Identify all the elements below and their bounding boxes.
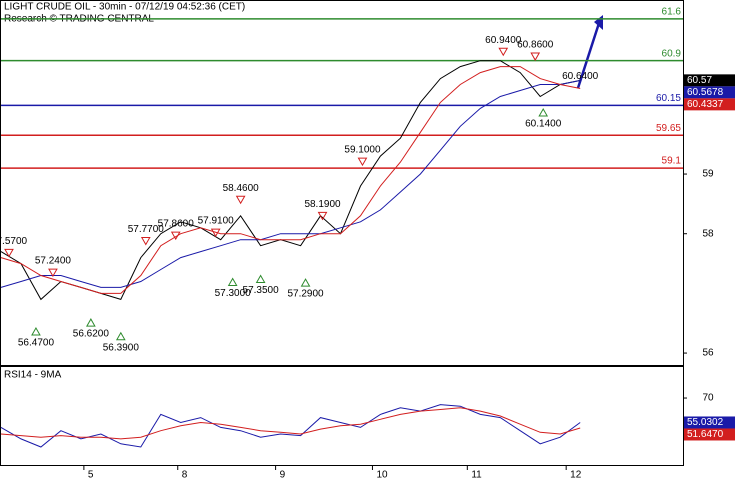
- high-marker: [530, 52, 541, 62]
- series-line: [0, 407, 581, 440]
- series-line: [0, 66, 581, 294]
- high-marker: [48, 268, 58, 278]
- high-label: 60.9400: [485, 35, 522, 46]
- low-label: 57.3000: [215, 288, 252, 299]
- high-label: 57.5700: [0, 236, 27, 247]
- low-marker: [227, 277, 238, 286]
- chart-title: LIGHT CRUDE OIL - 30min - 07/12/19 04:52…: [4, 2, 245, 13]
- high-marker: [235, 195, 246, 205]
- low-marker: [86, 318, 96, 327]
- level-label: 60.15: [656, 93, 681, 104]
- high-marker: [4, 248, 14, 258]
- low-label: 56.3900: [103, 342, 140, 353]
- forecast-arrow: [576, 19, 602, 89]
- low-marker: [300, 278, 311, 287]
- low-marker: [538, 108, 549, 117]
- last-value-tag: [684, 74, 735, 87]
- x-tick-label: 10: [376, 470, 388, 480]
- high-label: 58.4600: [223, 183, 260, 194]
- last-value-label: 60.57: [687, 75, 712, 86]
- high-marker: [357, 157, 368, 167]
- y-tick-label: 59: [702, 169, 714, 180]
- high-marker: [498, 47, 509, 57]
- high-label: 58.1900: [304, 199, 341, 210]
- low-marker: [115, 331, 126, 341]
- rsi-frame: [0, 366, 684, 466]
- low-marker: [31, 327, 41, 336]
- level-label: 60.9: [662, 48, 682, 59]
- y-tick-label: 56: [702, 348, 714, 359]
- x-tick-label: 8: [182, 470, 188, 480]
- high-label: 57.9100: [198, 216, 235, 227]
- series-line: [0, 80, 581, 288]
- high-label: 57.7700: [128, 224, 165, 235]
- high-marker: [317, 211, 328, 221]
- main-frame: [0, 0, 684, 366]
- last-value-label: 51.6470: [687, 429, 724, 440]
- last-value-label: 60.5678: [687, 87, 724, 98]
- x-tick-label: 12: [570, 470, 582, 480]
- panel-title: RSI14 - 9MA: [4, 370, 62, 381]
- last-value-tag: [684, 428, 735, 441]
- low-label: 56.6200: [73, 329, 110, 340]
- high-label: 57.2400: [35, 256, 72, 267]
- x-tick-label: 5: [88, 470, 94, 480]
- low-label: 60.1400: [525, 119, 562, 130]
- last-value-tag: [684, 98, 735, 111]
- level-label: 61.6: [662, 7, 682, 18]
- y-tick-label: 58: [702, 228, 714, 239]
- last-value-label: 60.4337: [687, 99, 724, 110]
- y-tick-label: 70: [702, 393, 714, 404]
- high-label: 57.8600: [158, 219, 195, 230]
- x-tick-label: 9: [280, 470, 286, 480]
- high-marker: [140, 236, 151, 246]
- high-marker: [210, 228, 221, 238]
- low-label: 57.2900: [287, 289, 324, 300]
- high-label: 60.8600: [517, 40, 554, 51]
- level-label: 59.1: [662, 156, 682, 167]
- high-label: 59.1000: [344, 145, 381, 156]
- series-line: [0, 60, 581, 301]
- price-label: 60.6400: [562, 71, 599, 82]
- low-label: 56.4700: [18, 338, 55, 349]
- last-value-tag: [684, 86, 735, 99]
- low-label: 57.3500: [243, 285, 280, 296]
- high-marker: [170, 231, 181, 241]
- last-value-label: 55.0302: [687, 417, 724, 428]
- last-value-tag: [684, 416, 735, 429]
- series-line: [0, 404, 581, 448]
- low-marker: [255, 274, 266, 284]
- level-label: 59.65: [656, 123, 681, 134]
- x-tick-label: 11: [471, 470, 482, 480]
